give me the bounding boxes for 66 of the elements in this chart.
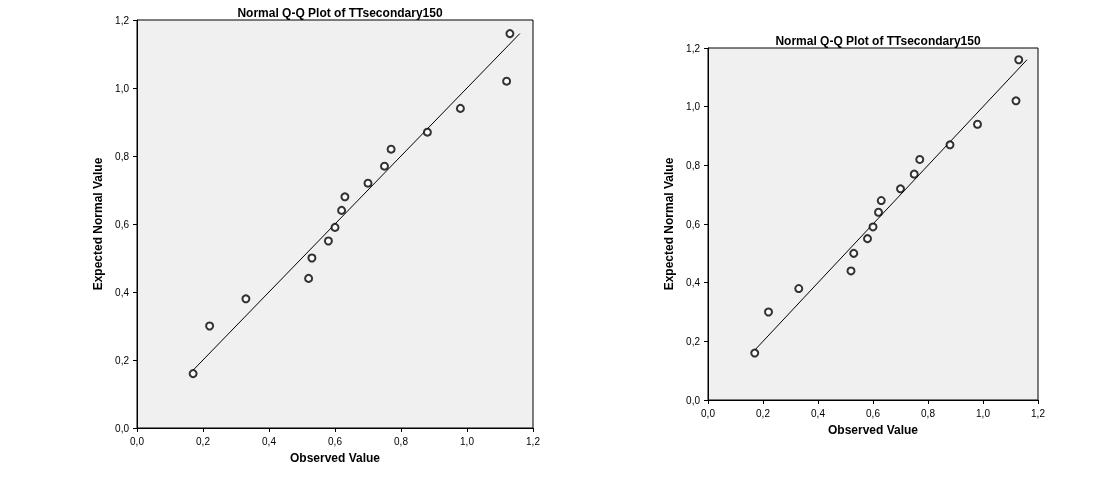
point <box>1011 96 1021 106</box>
x-tick-label: 0,0 <box>701 407 716 419</box>
x-tick-label: 0,4 <box>262 435 277 447</box>
point <box>750 348 760 358</box>
point <box>422 127 432 137</box>
point <box>876 196 886 206</box>
point <box>764 307 773 317</box>
y-tick-label: 0,2 <box>686 335 701 347</box>
point <box>794 284 804 294</box>
point <box>973 119 982 129</box>
x-tick-label: 0,4 <box>811 407 826 419</box>
point <box>340 192 350 202</box>
y-tick-label: 0,0 <box>686 394 701 406</box>
point <box>455 103 465 113</box>
y-tick-label: 0,2 <box>115 354 130 366</box>
y-tick-label: 0,0 <box>115 422 130 434</box>
y-tick-label: 0,8 <box>115 150 130 162</box>
chart-title: Normal Q-Q Plot of TTsecondary150 <box>775 34 981 48</box>
point <box>846 266 856 276</box>
x-tick-label: 1,0 <box>460 435 475 447</box>
point <box>323 236 333 246</box>
point <box>304 273 314 283</box>
point <box>909 169 919 179</box>
point <box>502 76 512 86</box>
x-tick-label: 0,0 <box>130 435 145 447</box>
chart-title: Normal Q-Q Plot of TTsecondary150 <box>237 6 443 20</box>
point <box>337 205 347 215</box>
x-tick-label: 0,8 <box>921 407 936 419</box>
point <box>330 222 340 232</box>
point <box>945 140 955 150</box>
x-tick-label: 0,8 <box>394 435 409 447</box>
y-tick-label: 0,6 <box>115 218 130 230</box>
point <box>363 178 373 188</box>
y-axis-title: Expected Normal Value <box>91 157 106 291</box>
point <box>863 234 872 244</box>
point <box>874 207 883 217</box>
point <box>380 161 389 171</box>
y-tick-label: 0,4 <box>115 286 130 298</box>
x-axis-title: Observed Value <box>827 423 919 437</box>
y-tick-label: 0,6 <box>686 218 701 230</box>
y-tick-label: 1,2 <box>686 42 701 54</box>
y-tick-label: 0,4 <box>686 277 701 289</box>
point <box>896 184 905 194</box>
point <box>386 144 396 154</box>
point <box>307 253 317 263</box>
y-tick-label: 1,0 <box>686 101 701 113</box>
y-tick-label: 0,8 <box>686 159 701 171</box>
x-tick-label: 1,2 <box>526 435 541 447</box>
point <box>205 321 215 331</box>
x-tick-label: 0,2 <box>756 407 771 419</box>
point <box>505 29 515 39</box>
x-tick-label: 1,2 <box>1031 407 1046 419</box>
point <box>868 222 878 232</box>
x-tick-label: 0,6 <box>328 435 343 447</box>
point <box>915 154 925 164</box>
point <box>1014 55 1024 65</box>
x-axis-title: Observed Value <box>289 451 381 465</box>
x-tick-label: 0,6 <box>866 407 881 419</box>
x-tick-label: 0,2 <box>196 435 211 447</box>
y-axis-title: Expected Normal Value <box>662 157 677 291</box>
point <box>241 294 251 304</box>
x-tick-label: 1,0 <box>976 407 991 419</box>
y-tick-label: 1,2 <box>115 14 130 26</box>
point <box>188 369 198 379</box>
point <box>849 248 859 258</box>
y-tick-label: 1,0 <box>115 82 130 94</box>
